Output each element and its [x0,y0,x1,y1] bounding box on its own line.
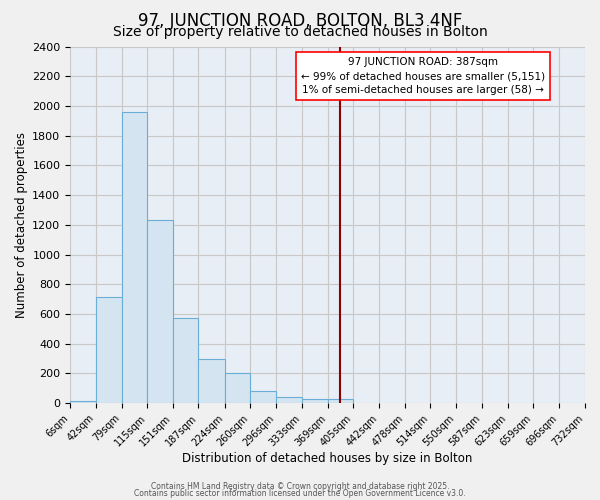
Bar [302,400,328,403]
Bar [70,401,95,403]
Bar [173,318,199,403]
Y-axis label: Number of detached properties: Number of detached properties [15,132,28,318]
Text: 97 JUNCTION ROAD: 387sqm
← 99% of detached houses are smaller (5,151)
1% of semi: 97 JUNCTION ROAD: 387sqm ← 99% of detach… [301,57,545,95]
Bar [276,398,302,403]
X-axis label: Distribution of detached houses by size in Bolton: Distribution of detached houses by size … [182,452,473,465]
Bar [95,297,122,403]
Text: Contains public sector information licensed under the Open Government Licence v3: Contains public sector information licen… [134,489,466,498]
Text: 97, JUNCTION ROAD, BOLTON, BL3 4NF: 97, JUNCTION ROAD, BOLTON, BL3 4NF [138,12,462,30]
Bar [199,358,225,403]
Bar [328,398,353,403]
Bar [250,392,276,403]
Bar [225,374,250,403]
Text: Size of property relative to detached houses in Bolton: Size of property relative to detached ho… [113,25,487,39]
Text: Contains HM Land Registry data © Crown copyright and database right 2025.: Contains HM Land Registry data © Crown c… [151,482,449,491]
Bar [148,220,173,403]
Bar [122,112,148,403]
